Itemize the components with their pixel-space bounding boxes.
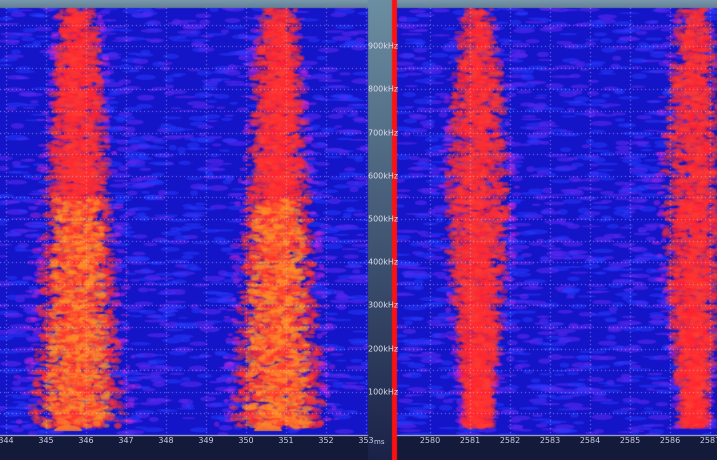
- x-tick-label: 2583: [539, 436, 561, 445]
- y-tick-label: 300kHz: [368, 300, 399, 310]
- x-tick-label: 346: [78, 436, 94, 445]
- x-tick-label: 352: [318, 436, 334, 445]
- x-tick-label: 2587: [699, 436, 717, 445]
- x-tick-label: 350: [238, 436, 254, 445]
- x-tick-label: 349: [198, 436, 214, 445]
- x-tick-label: 347: [118, 436, 134, 445]
- y-tick-label: 800kHz: [368, 84, 399, 94]
- x-tick-label: 2584: [579, 436, 601, 445]
- y-tick-label: 200kHz: [368, 344, 399, 354]
- y-tick-label: 400kHz: [368, 257, 399, 267]
- x-tick-label: 353: [358, 436, 374, 445]
- x-axis-unit: ms: [374, 438, 385, 446]
- x-tick-label: 344: [0, 436, 14, 445]
- x-tick-label: 2585: [619, 436, 641, 445]
- x-tick-label: 345: [38, 436, 54, 445]
- x-tick-label: 2580: [419, 436, 441, 445]
- y-tick-label: 100kHz: [368, 387, 399, 397]
- x-tick-label: 2582: [499, 436, 521, 445]
- x-tick-label: 351: [278, 436, 294, 445]
- y-tick-label: 600kHz: [368, 171, 399, 181]
- y-tick-label: 900kHz: [368, 41, 399, 51]
- x-tick-label: 2586: [659, 436, 681, 445]
- y-tick-label: 500kHz: [368, 214, 399, 224]
- x-tick-label: 2581: [459, 436, 481, 445]
- y-tick-label: 700kHz: [368, 128, 399, 138]
- x-tick-label: 348: [158, 436, 174, 445]
